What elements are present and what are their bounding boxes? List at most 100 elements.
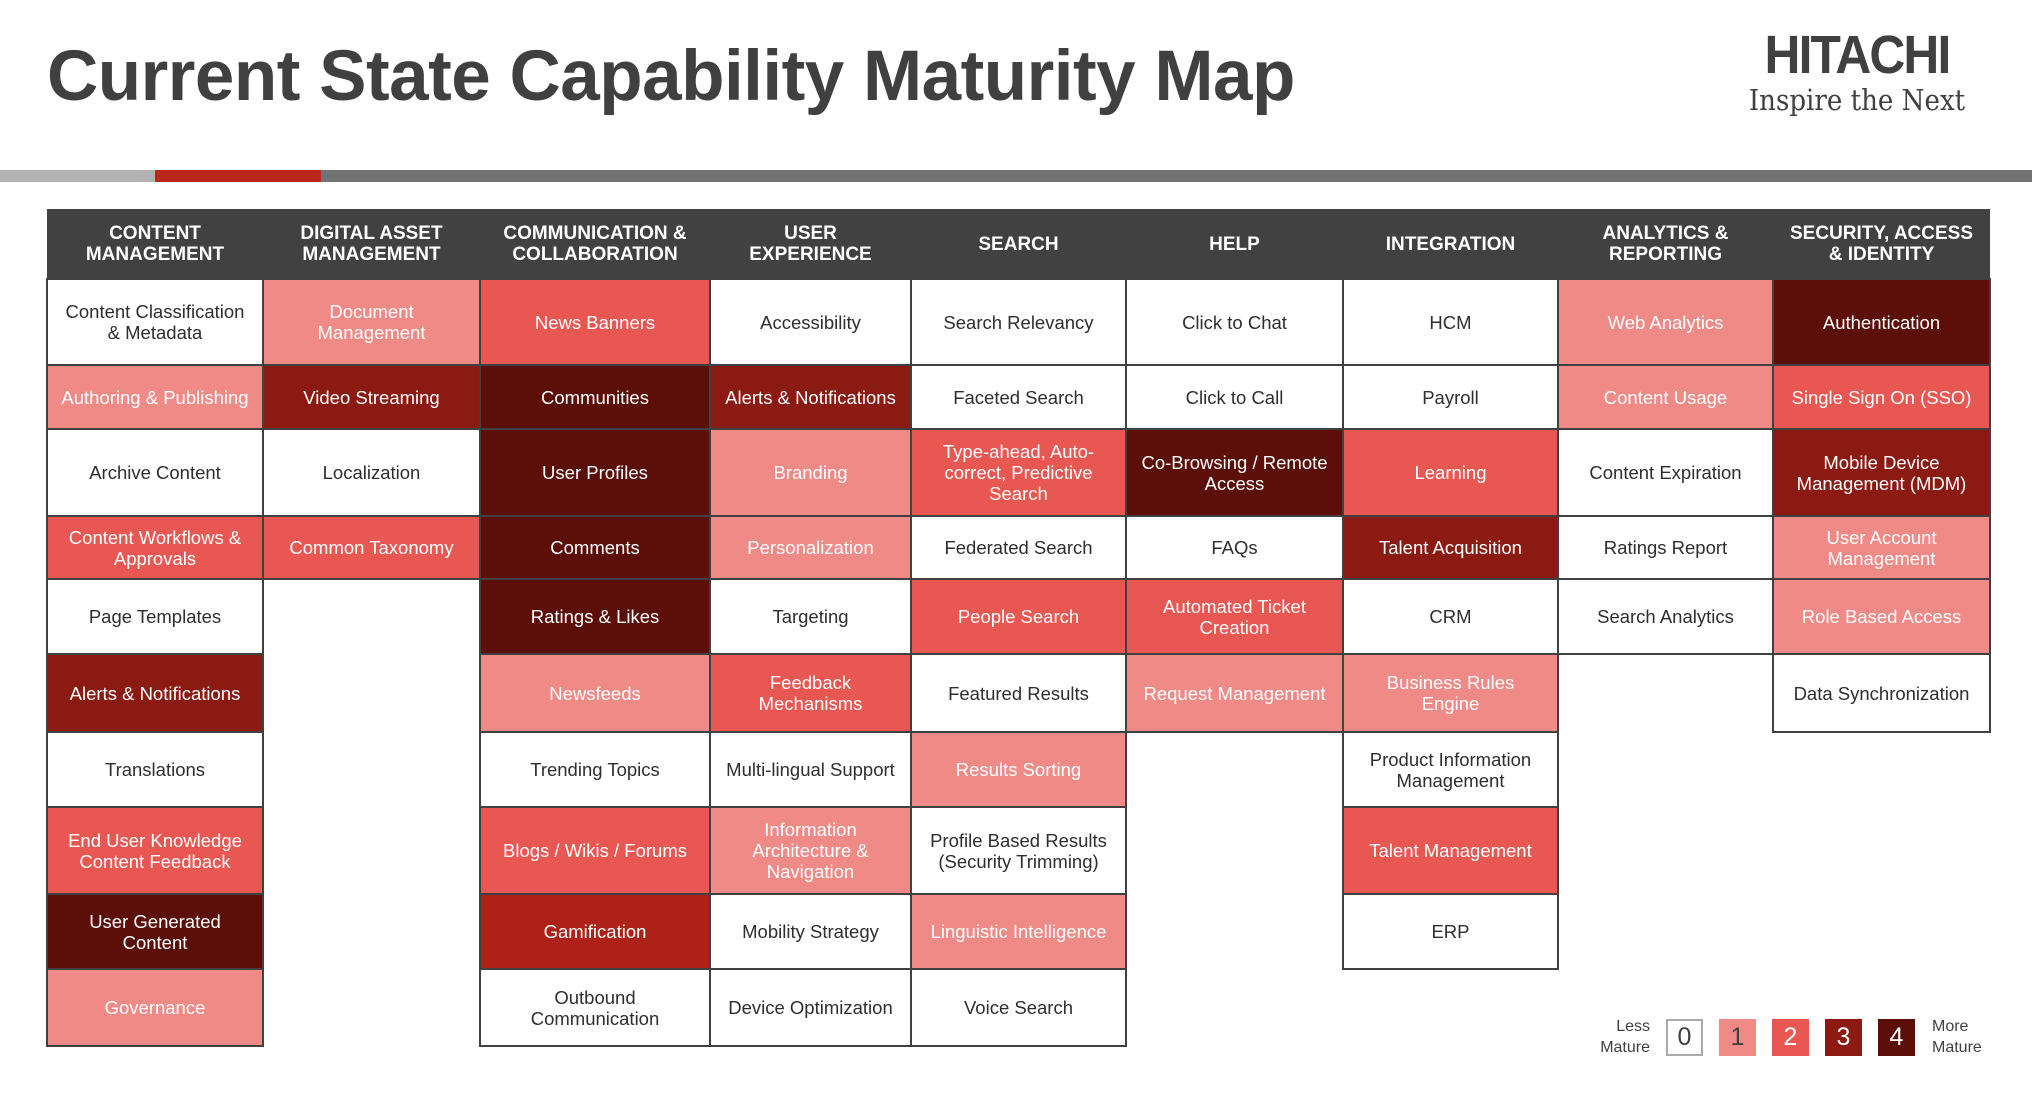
capability-label: Governance [104, 997, 206, 1018]
capability-cell: Search Analytics [1557, 578, 1774, 655]
capability-label: People Search [957, 606, 1080, 627]
capability-cell: Mobile Device Management (MDM) [1772, 428, 1991, 517]
legend-less-mature: Less Mature [1600, 1018, 1650, 1056]
column-header: DIGITAL ASSET MANAGEMENT [263, 209, 480, 279]
capability-label: End User Knowledge Content Feedback [68, 829, 242, 872]
capability-cell: Video Streaming [262, 364, 481, 430]
capability-label: Co-Browsing / Remote Access [1141, 451, 1328, 494]
capability-label: Blogs / Wikis / Forums [503, 840, 687, 861]
capability-label: Feedback Mechanisms [758, 672, 863, 714]
capability-cell: Governance [46, 968, 264, 1047]
capability-cell: Content Classification & Metadata [46, 278, 264, 366]
capability-label: Business Rules Engine [1386, 672, 1515, 714]
capability-cell: Results Sorting [910, 731, 1127, 808]
capability-label: Request Management [1143, 682, 1326, 704]
capability-cell: Gamification [479, 893, 711, 970]
capability-cell: Page Templates [46, 578, 264, 655]
capability-label: Common Taxonomy [289, 537, 454, 558]
capability-label: Federated Search [944, 537, 1093, 558]
capability-cell: Localization [262, 428, 481, 517]
capability-label: Device Optimization [728, 997, 893, 1018]
capability-cell: Targeting [709, 578, 912, 655]
capability-cell: News Banners [479, 278, 711, 366]
legend-more-mature: More Mature [1932, 1018, 1982, 1056]
capability-cell: Mobility Strategy [709, 893, 912, 970]
capability-label: Authoring & Publishing [61, 386, 249, 408]
capability-cell: Business Rules Engine [1342, 653, 1559, 733]
column-header: CONTENT MANAGEMENT [47, 209, 263, 279]
capability-label: Alerts & Notifications [725, 386, 896, 408]
capability-label: Mobility Strategy [742, 921, 879, 942]
capability-cell: Multi-lingual Support [709, 731, 912, 808]
capability-cell: User Generated Content [46, 893, 264, 970]
capability-label: User Account Management [1826, 526, 1937, 569]
legend-level-1: 1 [1719, 1019, 1756, 1056]
capability-cell: Comments [479, 515, 711, 580]
capability-cell: Payroll [1342, 364, 1559, 430]
capability-label: CRM [1429, 606, 1472, 627]
capability-label: Page Templates [88, 606, 222, 627]
capability-cell: Archive Content [46, 428, 264, 517]
capability-label: User Generated Content [89, 910, 221, 953]
capability-cell: Single Sign On (SSO) [1772, 364, 1991, 430]
column-header: ANALYTICS & REPORTING [1558, 209, 1773, 279]
divider-band-red [155, 170, 321, 182]
capability-label: Product Information Management [1369, 748, 1532, 791]
logo-tagline: Inspire the Next [1727, 84, 1988, 116]
capability-label: Click to Call [1185, 386, 1284, 408]
page-title: Current State Capability Maturity Map [47, 37, 1295, 116]
capability-cell: Branding [709, 428, 912, 517]
column-header: COMMUNICATION & COLLABORATION [480, 209, 710, 279]
capability-cell: Personalization [709, 515, 912, 580]
capability-label: Learning [1414, 462, 1487, 483]
legend-level-3: 3 [1825, 1019, 1862, 1056]
capability-label: Translations [104, 759, 206, 780]
capability-label: Authentication [1822, 311, 1941, 333]
capability-cell: Linguistic Intelligence [910, 893, 1127, 970]
capability-label: Web Analytics [1607, 311, 1724, 333]
capability-label: Newsfeeds [549, 682, 641, 704]
legend-level-4: 4 [1878, 1019, 1915, 1056]
capability-label: Content Classification & Metadata [65, 301, 245, 343]
capability-label: Branding [773, 462, 848, 483]
capability-cell: Newsfeeds [479, 653, 711, 733]
capability-label: Role Based Access [1801, 606, 1962, 627]
capability-cell: Talent Management [1342, 806, 1559, 895]
capability-label: Talent Acquisition [1379, 537, 1522, 558]
capability-label: Voice Search [963, 997, 1073, 1018]
divider-band-dark [321, 170, 2032, 182]
capability-cell: Device Optimization [709, 968, 912, 1047]
capability-cell: Request Management [1125, 653, 1344, 733]
capability-cell: Accessibility [709, 278, 912, 366]
capability-cell: Faceted Search [910, 364, 1127, 430]
capability-cell: User Profiles [479, 428, 711, 517]
capability-cell: Alerts & Notifications [46, 653, 264, 733]
capability-label: Talent Management [1369, 840, 1532, 861]
capability-cell: ERP [1342, 893, 1559, 970]
capability-cell: Content Workflows & Approvals [46, 515, 264, 580]
capability-cell: End User Knowledge Content Feedback [46, 806, 264, 895]
capability-cell: Trending Topics [479, 731, 711, 808]
capability-cell: Learning [1342, 428, 1559, 517]
capability-cell: CRM [1342, 578, 1559, 655]
capability-cell: Data Synchronization [1772, 653, 1991, 733]
capability-label: Communities [541, 386, 649, 408]
capability-cell: Authentication [1772, 278, 1991, 366]
column-header: USER EXPERIENCE [710, 209, 911, 279]
capability-cell: Feedback Mechanisms [709, 653, 912, 733]
capability-label: Content Workflows & Approvals [68, 526, 242, 569]
capability-cell: Co-Browsing / Remote Access [1125, 428, 1344, 517]
capability-cell: Outbound Communication [479, 968, 711, 1047]
capability-cell: Ratings & Likes [479, 578, 711, 655]
capability-cell: Featured Results [910, 653, 1127, 733]
capability-label: Data Synchronization [1793, 682, 1970, 704]
column-header: HELP [1126, 209, 1343, 279]
capability-label: HCM [1429, 311, 1472, 333]
capability-cell: Communities [479, 364, 711, 430]
capability-cell: User Account Management [1772, 515, 1991, 580]
capability-cell: Content Expiration [1557, 428, 1774, 517]
capability-cell: Role Based Access [1772, 578, 1991, 655]
capability-cell: Information Architecture & Navigation [709, 806, 912, 895]
logo-tagline-text: Inspire the Next [1748, 83, 1966, 117]
capability-cell: Profile Based Results (Security Trimming… [910, 806, 1127, 895]
